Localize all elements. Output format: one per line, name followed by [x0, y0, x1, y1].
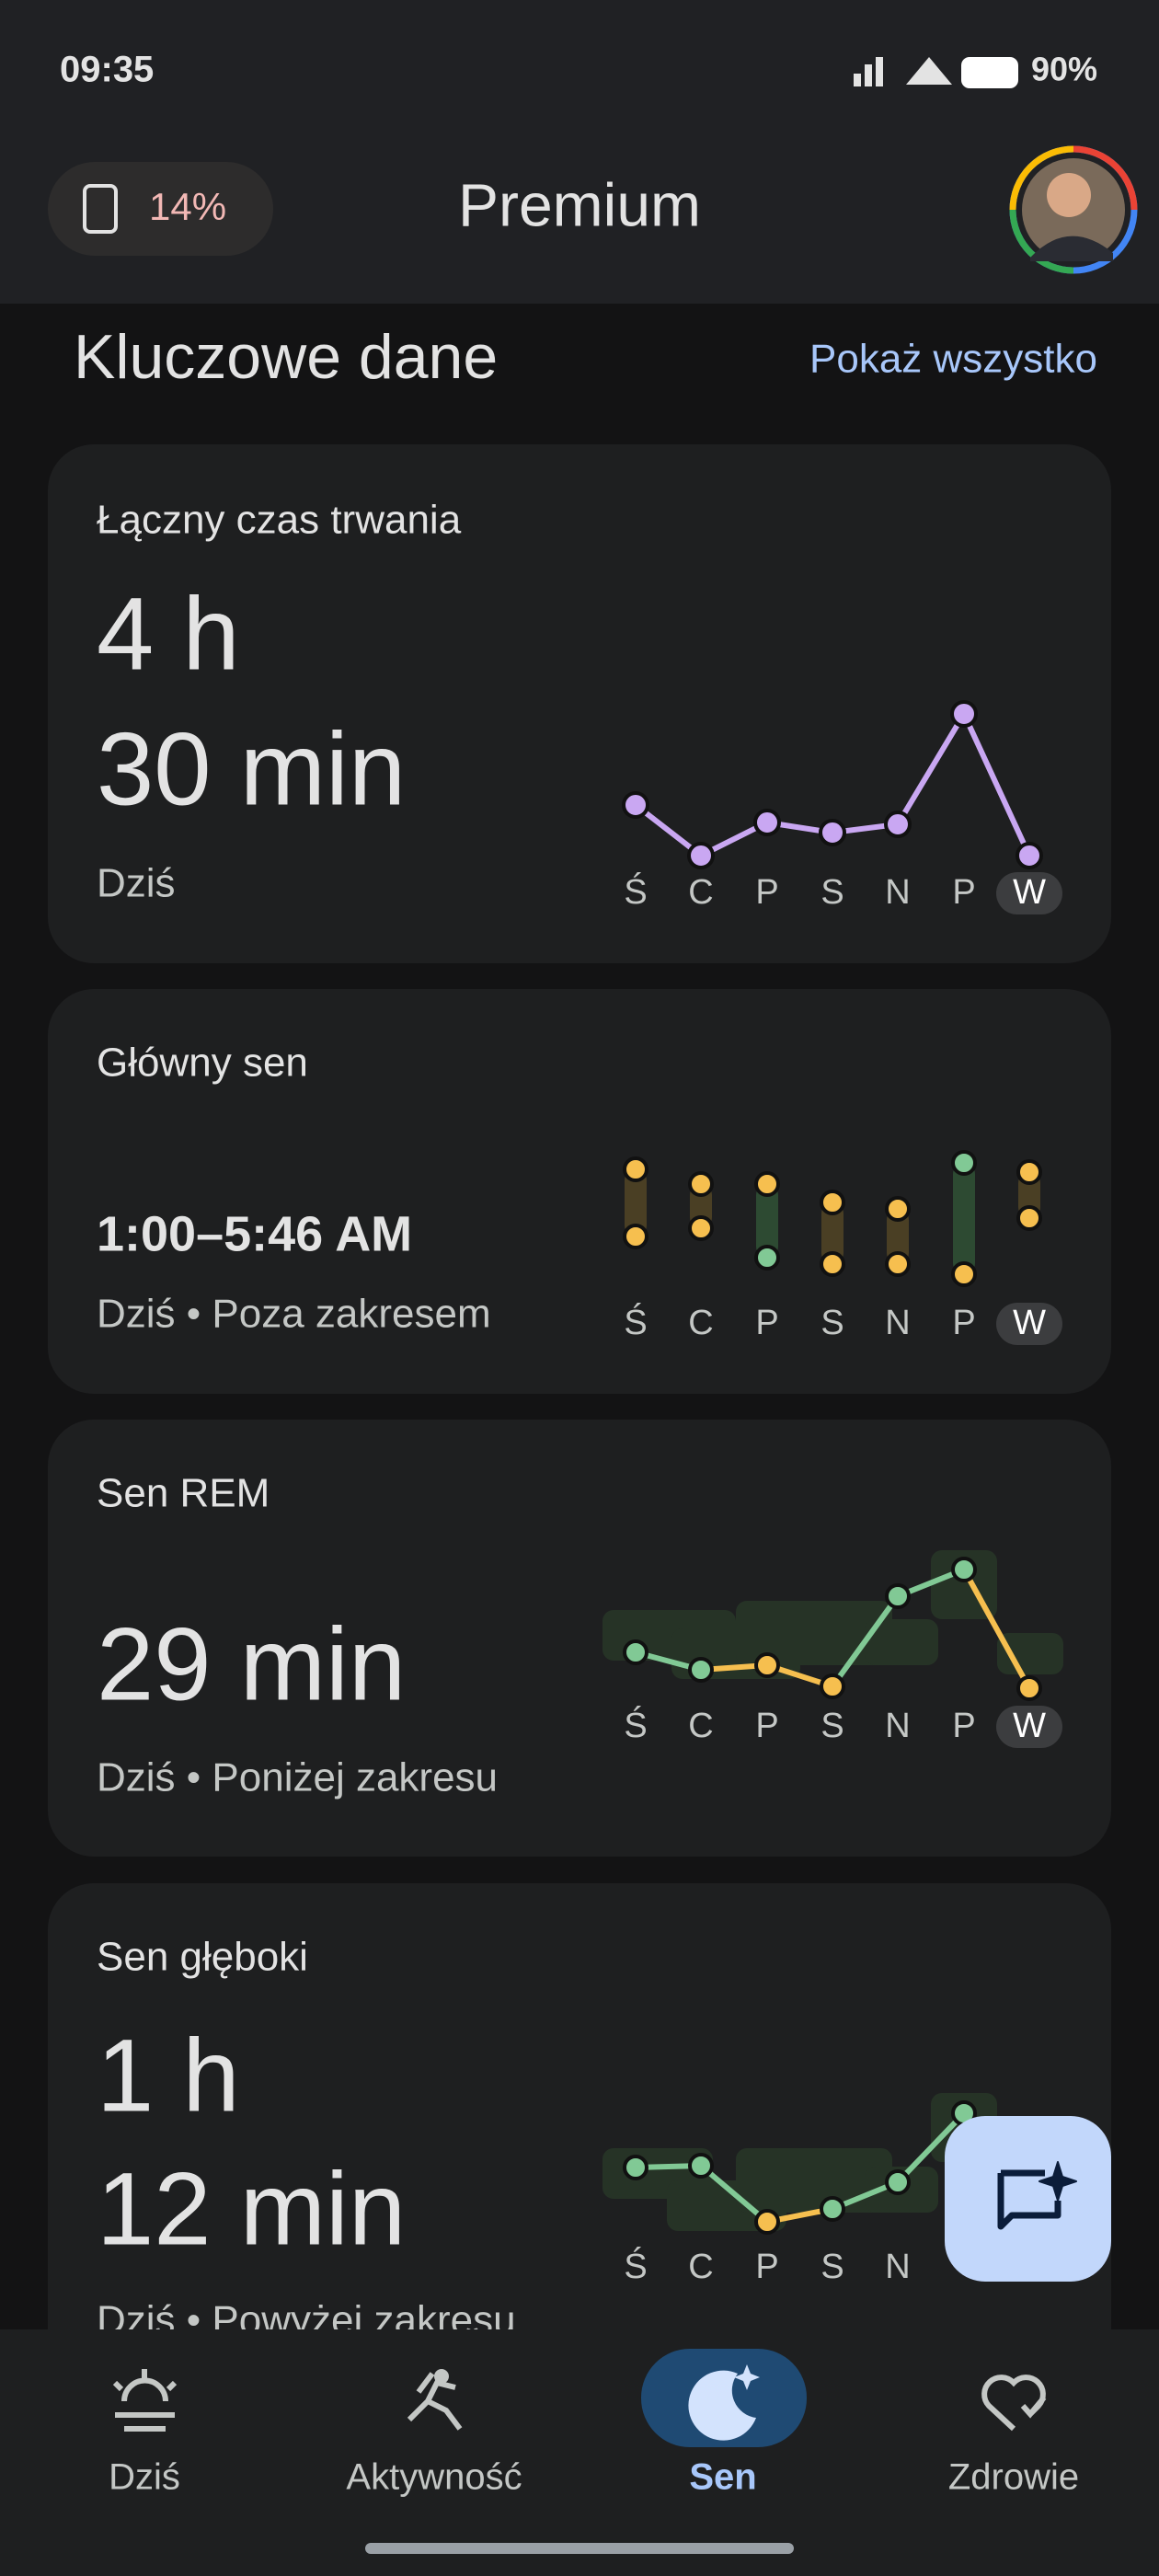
card-value: 4 h	[97, 577, 240, 692]
status-battery: 90%	[1031, 51, 1097, 88]
assistant-icon	[997, 2161, 1077, 2230]
app-title: Premium	[458, 170, 701, 238]
day-label: P	[952, 1304, 975, 1342]
day-label: W	[1013, 873, 1046, 912]
avatar[interactable]	[1009, 145, 1138, 274]
day-label: S	[820, 873, 843, 912]
nav-icon	[688, 2370, 756, 2441]
card-subtitle: Dziś • Poniżej zakresu	[97, 1755, 498, 1800]
nav-label[interactable]: Sen	[689, 2457, 756, 2498]
day-label: N	[885, 1304, 910, 1342]
day-label: P	[952, 1707, 975, 1745]
watch-icon	[83, 184, 118, 234]
show-all-link[interactable]: Pokaż wszystko	[809, 337, 1097, 382]
sparkline	[623, 1557, 1042, 1701]
day-labels: Ś C P S N P W	[624, 870, 1062, 914]
card-subtitle: Dziś	[97, 861, 176, 906]
nav-icon	[434, 2369, 449, 2384]
app-bar	[0, 0, 1159, 304]
card[interactable]	[48, 1420, 1111, 1857]
day-label: W	[1013, 1304, 1046, 1342]
day-label: C	[688, 873, 713, 912]
day-label: W	[1013, 1707, 1046, 1745]
day-label: C	[688, 2248, 713, 2286]
day-label: Ś	[624, 1301, 647, 1342]
card-value: 1:00–5:46 AM	[97, 1206, 412, 1261]
day-label: P	[952, 873, 975, 912]
bottom-nav	[0, 2329, 1159, 2576]
nav-icon	[112, 2369, 1047, 2432]
status-icons	[854, 57, 1018, 88]
card-value: 29 min	[97, 1607, 406, 1722]
nav-icon	[734, 2364, 760, 2390]
sparkline	[623, 2100, 977, 2235]
card-title: Sen REM	[97, 1471, 270, 1516]
home-indicator	[365, 2543, 794, 2554]
nav-label[interactable]: Zdrowie	[948, 2457, 1079, 2498]
card[interactable]	[48, 989, 1111, 1394]
day-label: P	[755, 2248, 778, 2286]
day-label: P	[755, 1304, 778, 1342]
day-label: C	[688, 1707, 713, 1745]
card-subtitle: Dziś • Poza zakresem	[97, 1292, 491, 1337]
card-value: 1 h	[97, 2018, 240, 2133]
day-label: Ś	[624, 1704, 647, 1745]
day-label: S	[820, 1304, 843, 1342]
day-label: N	[885, 2248, 910, 2286]
day-label: S	[820, 1707, 843, 1745]
card-title: Sen głęboki	[97, 1935, 308, 1980]
day-label: Ś	[624, 870, 647, 912]
day-labels: Ś C P S N P W	[624, 1704, 1062, 1748]
sparkline	[622, 700, 1043, 869]
nav-label[interactable]: Dziś	[109, 2457, 180, 2498]
card-value: 12 min	[97, 2152, 406, 2267]
day-label: C	[688, 1304, 713, 1342]
card-value: 30 min	[97, 712, 406, 827]
section-title: Kluczowe dane	[74, 322, 498, 392]
day-label: N	[885, 1707, 910, 1745]
day-label: P	[755, 1707, 778, 1745]
assistant-button[interactable]	[945, 2116, 1111, 2282]
nav-label[interactable]: Aktywność	[346, 2457, 522, 2498]
card-title: Główny sen	[97, 1041, 308, 1086]
battery-percent: 14%	[149, 185, 226, 228]
status-time: 09:35	[60, 50, 154, 90]
day-labels: Ś C P S N	[624, 2245, 910, 2286]
day-label: N	[885, 873, 910, 912]
card-title: Łączny czas trwania	[97, 498, 462, 543]
day-label: Ś	[624, 2245, 647, 2286]
card[interactable]	[48, 1883, 1111, 2398]
day-label: P	[755, 873, 778, 912]
range-bars	[623, 1150, 1042, 1287]
day-labels: Ś C P S N P W	[624, 1301, 1062, 1345]
day-label: S	[820, 2248, 843, 2286]
